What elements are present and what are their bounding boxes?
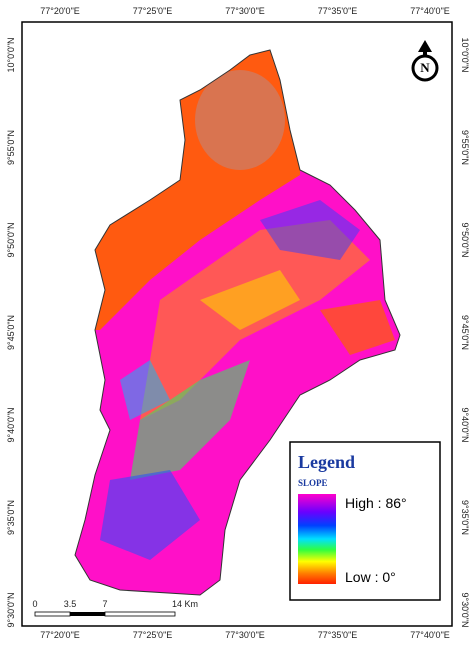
bottom-coordinate: 77°30'0"E [225, 630, 265, 640]
legend-high: High : 86° [345, 495, 407, 511]
scale-label: 7 [102, 599, 107, 609]
right-coordinate: 9°30'0"N [460, 592, 470, 627]
district-boundary [74, 49, 401, 596]
legend-low: Low : 0° [345, 569, 396, 585]
right-coordinate: 9°40'0"N [460, 407, 470, 442]
left-coordinate: 9°45'0"N [6, 315, 16, 350]
bottom-coordinate: 77°40'0"E [410, 630, 450, 640]
legend-title: Legend [298, 452, 355, 472]
scale-label: 0 [32, 599, 37, 609]
left-coordinate: 9°55'0"N [6, 130, 16, 165]
bottom-coordinate: 77°35'0"E [318, 630, 358, 640]
top-coordinate: 77°25'0"E [133, 6, 173, 16]
top-coordinate: 77°35'0"E [318, 6, 358, 16]
legend-subtitle: SLOPE [298, 478, 328, 488]
top-coordinate: 77°20'0"E [40, 6, 80, 16]
bottom-coordinate: 77°25'0"E [133, 630, 173, 640]
bottom-coordinate: 77°20'0"E [40, 630, 80, 640]
right-coordinate: 9°45'0"N [460, 315, 470, 350]
left-coordinate: 9°50'0"N [6, 222, 16, 257]
scale-label: 3.5 [64, 599, 77, 609]
left-coordinate: 10°0'0"N [6, 37, 16, 72]
scale-bar [34, 611, 176, 617]
left-coordinate: 9°30'0"N [6, 592, 16, 627]
legend: Legend SLOPE High : 86° Low : 0° [289, 441, 441, 601]
right-coordinate: 9°55'0"N [460, 130, 470, 165]
left-coordinate: 9°35'0"N [6, 500, 16, 535]
top-coordinate: 77°40'0"E [410, 6, 450, 16]
scale-label: 14 Km [172, 599, 198, 609]
left-coordinate: 9°40'0"N [6, 407, 16, 442]
top-coordinate: 77°30'0"E [225, 6, 265, 16]
right-coordinate: 9°35'0"N [460, 500, 470, 535]
right-coordinate: 10°0'0"N [460, 37, 470, 72]
north-label: N [420, 60, 430, 75]
right-coordinate: 9°50'0"N [460, 222, 470, 257]
north-arrow: N [411, 40, 439, 82]
